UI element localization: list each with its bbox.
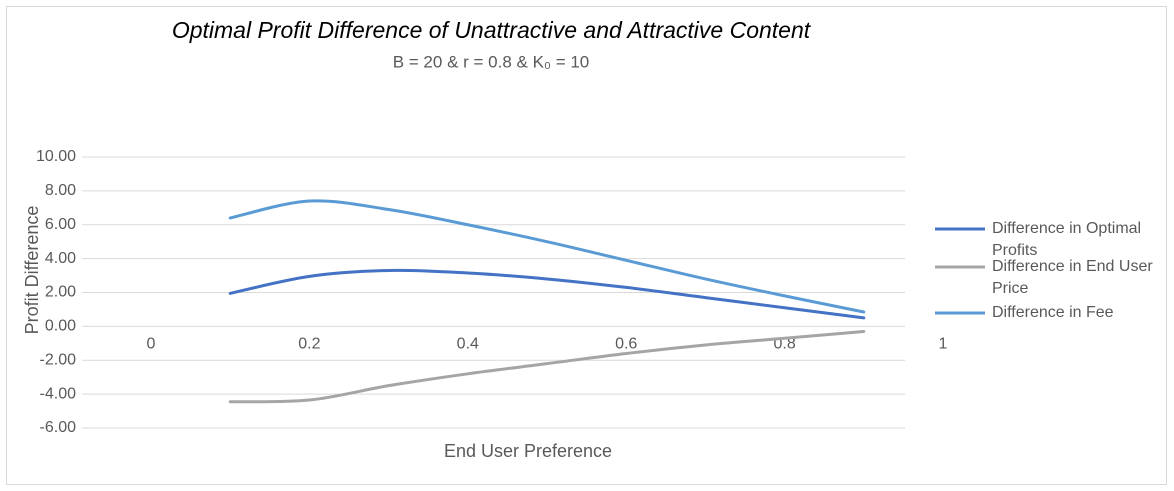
chart-subtitle: B = 20 & r = 0.8 & K₀ = 10	[393, 52, 590, 71]
chart-border	[6, 6, 1167, 485]
y-tick-label: 8.00	[45, 182, 76, 199]
x-tick-label: 1	[939, 336, 948, 353]
y-tick-label: -4.00	[40, 385, 77, 402]
y-tick-label: 6.00	[45, 216, 76, 233]
series-line	[228, 199, 866, 314]
legend-label: Difference in Fee	[992, 304, 1114, 321]
legend-label: Difference in End User Price	[992, 258, 1153, 297]
y-tick-label: 2.00	[45, 284, 76, 301]
y-axis-label: Profit Difference	[22, 206, 42, 335]
chart-title: Optimal Profit Difference of Unattractiv…	[172, 17, 812, 43]
y-tick-label: 0.00	[45, 318, 76, 335]
series-line	[228, 268, 866, 320]
y-tick-label: -6.00	[40, 419, 77, 436]
y-tick-label: -2.00	[40, 351, 77, 368]
legend-label: Difference in Optimal Profits	[992, 220, 1142, 259]
x-tick-label: 0	[147, 336, 156, 353]
x-axis-label: End User Preference	[444, 441, 612, 461]
x-tick-label: 0.6	[615, 336, 637, 353]
y-tick-label: 10.00	[36, 148, 76, 165]
x-tick-label: 0.2	[298, 336, 320, 353]
y-tick-label: 4.00	[45, 250, 76, 267]
series-line	[228, 329, 866, 404]
x-tick-label: 0.4	[457, 336, 479, 353]
